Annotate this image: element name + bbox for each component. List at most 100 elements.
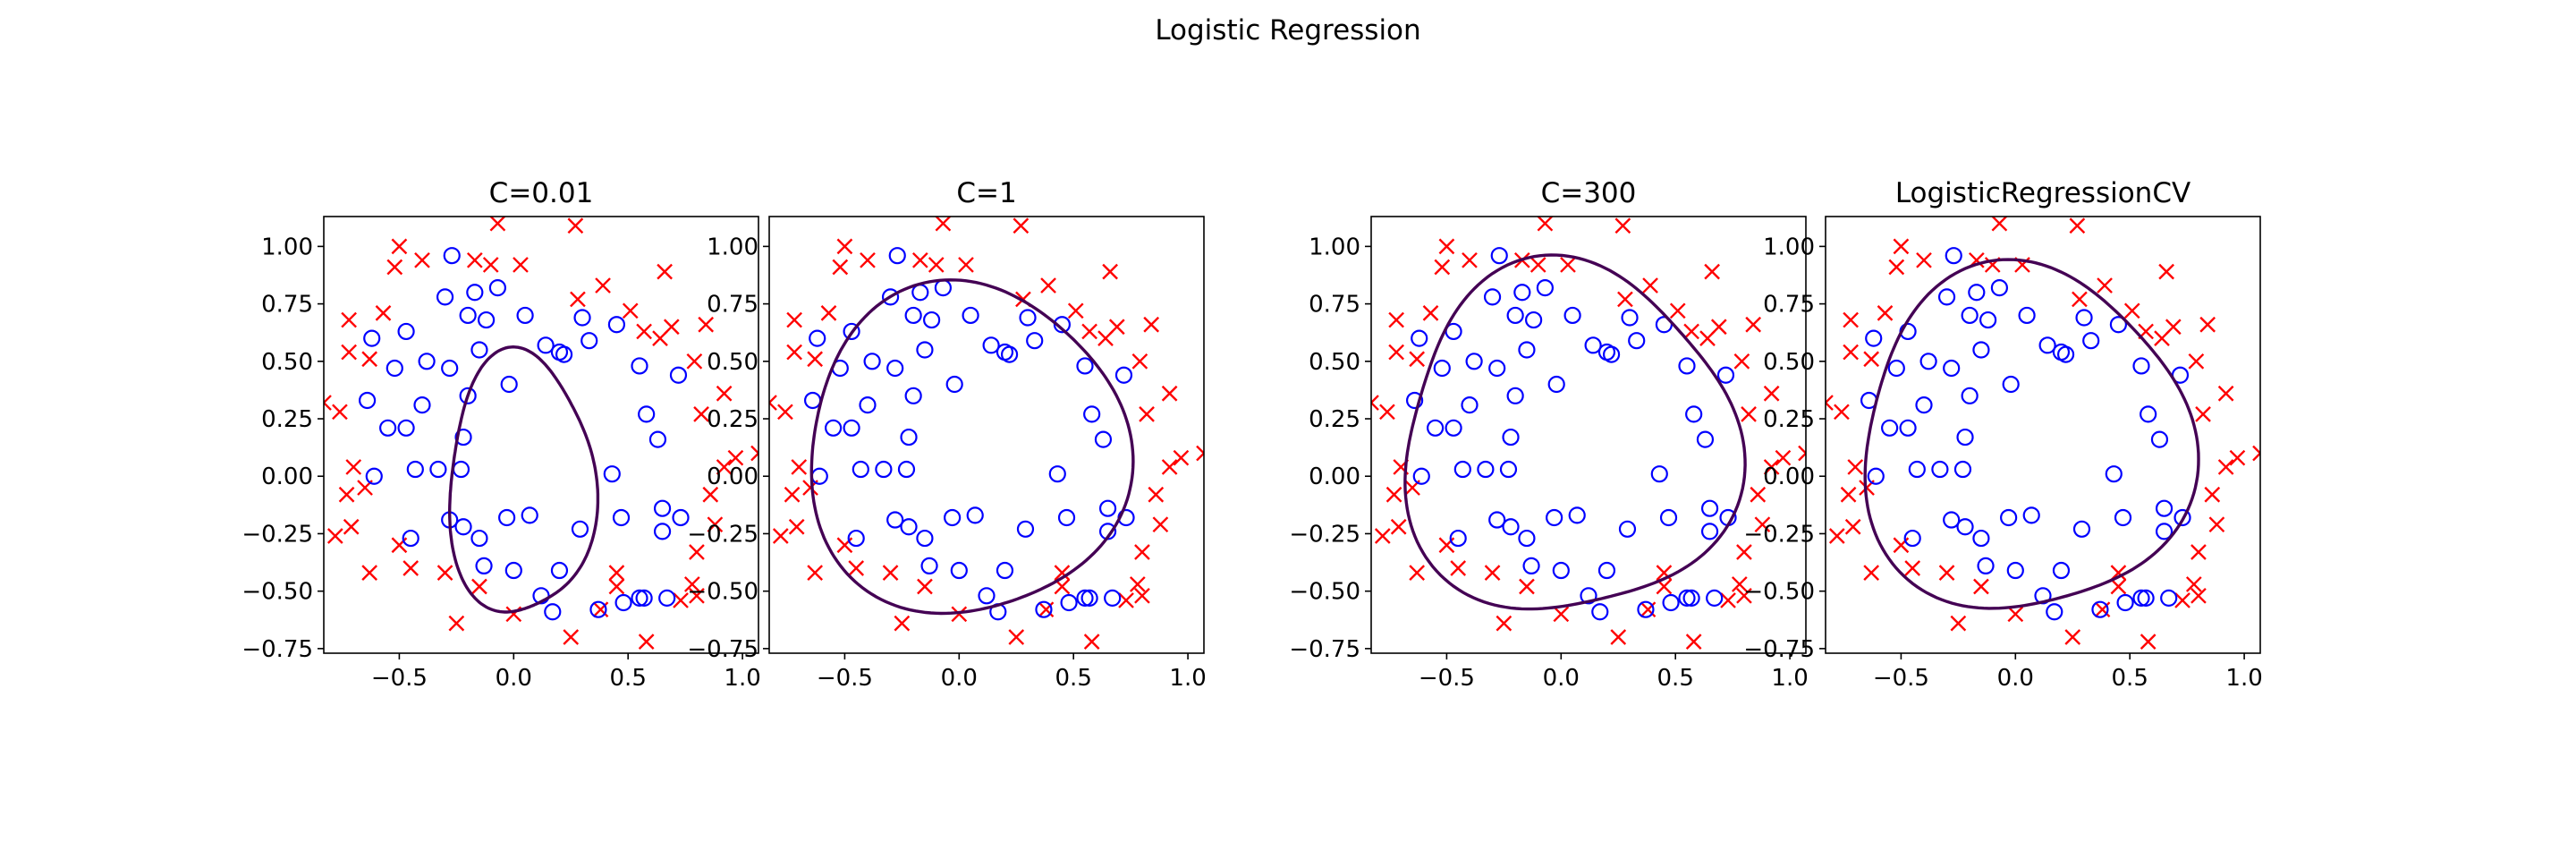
accepted-point (2056, 345, 2075, 363)
accepted-point (1908, 460, 1926, 479)
subplot-2: C=1 −0.5 0.0 0.5 1.0 1.00 0.75 0.50 0.25 0.00 −0.2… (687, 177, 1206, 692)
accepted-point (1678, 589, 1696, 607)
accepted-point (934, 279, 953, 297)
accepted-point (672, 508, 690, 527)
accepted-point (982, 336, 1000, 354)
rejected-point (820, 305, 837, 321)
accepted-point (1953, 460, 1972, 479)
rejected-point (1148, 486, 1165, 503)
rejected-point (1877, 305, 1894, 321)
rejected-point (1434, 259, 1451, 276)
rejected-point (689, 587, 705, 604)
rejected-point (361, 565, 378, 581)
rejected-point (1642, 277, 1658, 293)
rejected-point (2123, 302, 2140, 319)
y-tick-label: 1.00 (261, 234, 313, 260)
y-tick-label: 0.00 (1763, 464, 1815, 490)
accepted-point (1990, 279, 2008, 297)
rejected-point (402, 560, 419, 576)
y-tick-label: 0.50 (707, 349, 758, 376)
rejected-point (1843, 311, 1859, 328)
accepted-point (516, 306, 534, 325)
accepted-point (635, 589, 653, 607)
accepted-point (1094, 430, 1113, 448)
rejected-point (1196, 445, 1204, 462)
rejected-point (1537, 217, 1554, 232)
accepted-point (996, 561, 1014, 580)
rejected-point (1763, 459, 1780, 475)
rejected-point (2097, 277, 2113, 293)
y-tick-label: −0.75 (242, 636, 313, 663)
rejected-point (1844, 518, 1861, 535)
rejected-point (570, 291, 586, 308)
rejected-point (2072, 291, 2088, 308)
accepted-point (881, 288, 900, 306)
accepted-point (406, 460, 424, 479)
rejected-point (750, 445, 758, 462)
accepted-point (413, 396, 431, 414)
rejected-point (716, 459, 733, 475)
accepted-point (1903, 529, 1921, 548)
accepted-point (2140, 405, 2157, 423)
accepted-point (429, 460, 447, 479)
y-tick-label: 0.00 (707, 464, 758, 490)
rejected-point (608, 578, 625, 595)
rejected-point (2174, 592, 2190, 608)
accepted-point (888, 247, 906, 265)
rejected-point (1374, 528, 1391, 544)
rejected-point (608, 565, 625, 581)
rejected-point (673, 592, 689, 608)
rejected-point (1129, 576, 1146, 592)
accepted-point (2072, 520, 2091, 538)
accepted-point (1931, 460, 1949, 479)
accepted-point (1518, 529, 1536, 548)
rejected-point (1863, 565, 1880, 581)
rejected-point (1847, 459, 1864, 475)
rejected-point (1745, 316, 1762, 333)
rejected-point (1840, 486, 1857, 503)
rejected-point (1826, 395, 1834, 411)
accepted-point (803, 391, 822, 410)
accepted-point (1662, 593, 1680, 612)
accepted-point (1682, 589, 1700, 607)
accepted-point (1445, 419, 1462, 437)
y-tick-label: −0.50 (687, 579, 758, 606)
rejected-point (784, 486, 801, 503)
accepted-point (1961, 306, 1979, 325)
accepted-point (2006, 561, 2024, 580)
accepted-point (397, 322, 415, 341)
accepted-point (2002, 375, 2020, 394)
accepted-point (1104, 589, 1122, 607)
accepted-point (1019, 309, 1037, 327)
accepted-point (923, 310, 941, 329)
x-tick-label: 0.0 (1543, 665, 1580, 692)
rejected-point (471, 578, 487, 595)
accepted-point (1915, 396, 1933, 414)
rejected-point (1013, 217, 1030, 234)
rejected-point (2190, 544, 2207, 560)
accepted-point (2052, 561, 2071, 580)
rejected-point (1040, 277, 1056, 293)
accepted-point (1453, 460, 1471, 479)
accepted-point (2075, 309, 2093, 327)
rejected-point (1450, 560, 1467, 576)
accepted-point (2000, 508, 2018, 527)
subplot-title: C=1 (956, 177, 1016, 209)
rejected-point (882, 565, 899, 581)
accepted-point (1499, 460, 1518, 479)
accepted-point (1547, 375, 1565, 394)
rejected-point (657, 263, 673, 280)
accepted-point (1057, 508, 1076, 527)
accepted-point (1943, 511, 1961, 529)
accepted-point (452, 460, 470, 479)
rejected-point (911, 251, 928, 268)
accepted-point (1076, 357, 1094, 375)
subplot-title: C=0.01 (489, 177, 594, 209)
accepted-point (2018, 306, 2036, 325)
accepted-point (1083, 405, 1101, 423)
accepted-point (1945, 247, 1962, 265)
accepted-point (1411, 329, 1428, 347)
accepted-point (653, 523, 672, 540)
accepted-point (648, 430, 667, 448)
accepted-point (504, 561, 522, 580)
